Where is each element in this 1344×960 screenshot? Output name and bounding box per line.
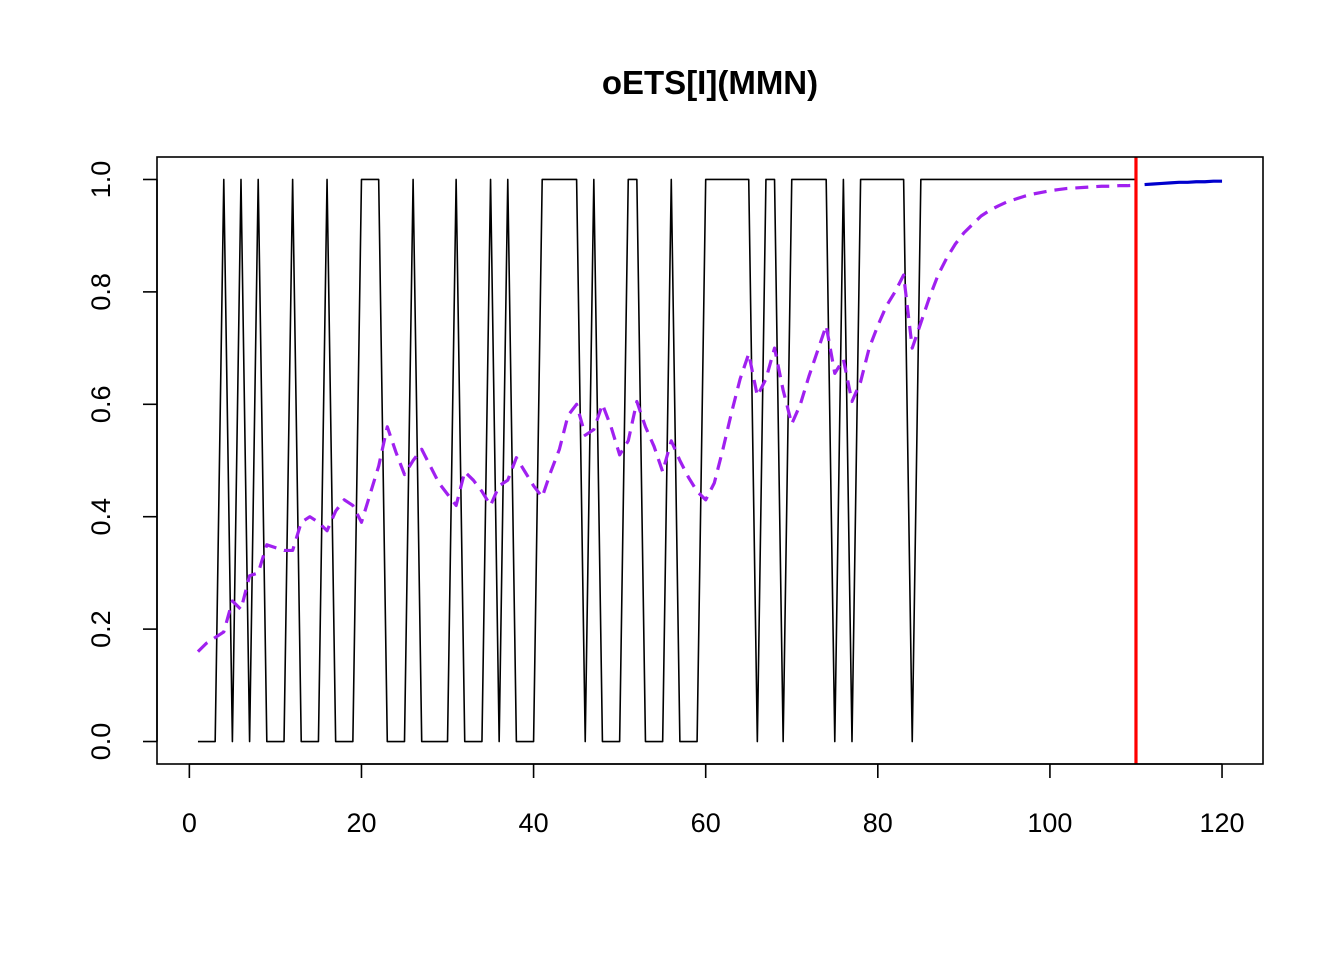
x-tick-label: 120 (1200, 808, 1245, 838)
x-tick-label: 100 (1027, 808, 1072, 838)
y-tick-label: 0.8 (86, 273, 116, 311)
y-tick-label: 0.2 (86, 610, 116, 648)
fitted-series-line (196, 183, 1137, 653)
x-axis: 0 20 40 60 80 100 120 (182, 763, 1245, 838)
x-tick-label: 20 (346, 808, 376, 838)
y-axis: 0.0 0.2 0.4 0.6 0.8 1.0 (86, 161, 158, 761)
plot-area (196, 157, 1223, 764)
y-tick-label: 0.6 (86, 386, 116, 424)
x-tick-label: 40 (519, 808, 549, 838)
x-tick-label: 80 (863, 808, 893, 838)
y-tick-label: 0.0 (86, 723, 116, 761)
forecast-series-line (1144, 179, 1223, 187)
y-tick-label: 0.4 (86, 498, 116, 536)
y-tick-label: 1.0 (86, 161, 116, 199)
chart-title: oETS[I](MMN) (602, 64, 818, 101)
x-tick-label: 60 (691, 808, 721, 838)
x-tick-label: 0 (182, 808, 197, 838)
